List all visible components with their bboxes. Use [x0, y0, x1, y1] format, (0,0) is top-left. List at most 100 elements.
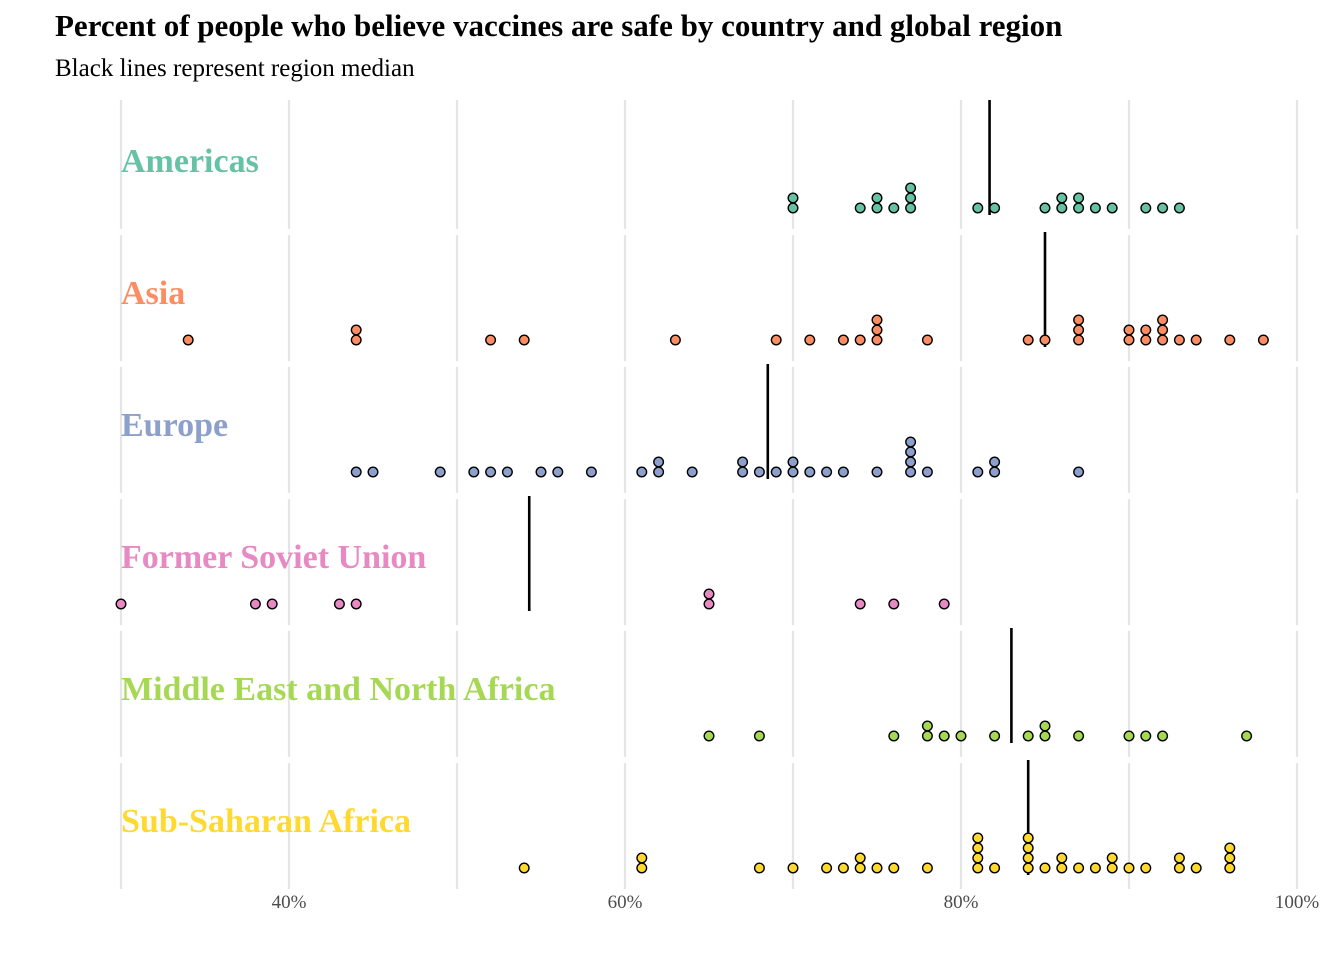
data-point [837, 862, 849, 874]
data-point [1073, 466, 1085, 478]
data-point [1039, 720, 1051, 732]
data-point [753, 730, 765, 742]
data-point [1190, 334, 1202, 346]
data-point [871, 466, 883, 478]
data-point [1106, 852, 1118, 864]
data-point [821, 862, 833, 874]
gridlines [119, 100, 1299, 889]
region-panel: Middle East and North Africa [121, 628, 1253, 743]
data-point [905, 446, 917, 458]
data-point [1157, 202, 1169, 214]
data-point [1022, 730, 1034, 742]
data-point [871, 202, 883, 214]
data-point [1039, 862, 1051, 874]
data-point [1022, 842, 1034, 854]
data-point [972, 842, 984, 854]
data-point [888, 730, 900, 742]
data-point [787, 862, 799, 874]
region-label: Former Soviet Union [121, 539, 426, 576]
region-panel: Asia [121, 232, 1269, 347]
data-point [787, 456, 799, 468]
data-point [485, 466, 497, 478]
data-point [921, 730, 933, 742]
data-point [1140, 334, 1152, 346]
region-panel: Americas [121, 100, 1185, 215]
data-point [552, 466, 564, 478]
data-point [972, 466, 984, 478]
data-point [804, 466, 816, 478]
data-point [1123, 730, 1135, 742]
data-point [1123, 334, 1135, 346]
data-point [854, 202, 866, 214]
data-point [1224, 334, 1236, 346]
data-point [955, 730, 967, 742]
data-point [350, 324, 362, 336]
data-point [1056, 192, 1068, 204]
data-point [837, 334, 849, 346]
data-point [854, 334, 866, 346]
data-point [888, 202, 900, 214]
data-point [821, 466, 833, 478]
data-point [905, 436, 917, 448]
data-point [972, 202, 984, 214]
data-point [115, 598, 127, 610]
data-point [1039, 202, 1051, 214]
data-point [1073, 192, 1085, 204]
x-tick-label: 80% [944, 892, 979, 913]
data-point [753, 862, 765, 874]
data-point [1022, 832, 1034, 844]
data-point [1241, 730, 1253, 742]
data-point [787, 192, 799, 204]
data-point [653, 466, 665, 478]
data-point [1157, 314, 1169, 326]
data-point [989, 730, 1001, 742]
region-panel: Former Soviet Union [115, 496, 950, 611]
data-point [737, 466, 749, 478]
data-point [585, 466, 597, 478]
region-label: Asia [121, 275, 185, 312]
data-point [989, 862, 1001, 874]
data-point [938, 730, 950, 742]
data-point [770, 334, 782, 346]
region-label: Americas [121, 143, 259, 180]
data-point [989, 466, 1001, 478]
data-point [1022, 862, 1034, 874]
data-point [434, 466, 446, 478]
data-point [1073, 334, 1085, 346]
data-point [350, 466, 362, 478]
data-point [1224, 852, 1236, 864]
data-point [888, 862, 900, 874]
data-point [669, 334, 681, 346]
data-point [1257, 334, 1269, 346]
data-point [1022, 334, 1034, 346]
chart-title: Percent of people who believe vaccines a… [55, 8, 1063, 43]
data-point [770, 466, 782, 478]
data-point [1056, 852, 1068, 864]
data-point [921, 466, 933, 478]
x-axis: 40% 60% 80% 100% [272, 892, 1320, 913]
region-panel: Europe [121, 364, 1085, 479]
data-point [837, 466, 849, 478]
data-point [921, 334, 933, 346]
data-point [1157, 730, 1169, 742]
data-point [804, 334, 816, 346]
data-point [753, 466, 765, 478]
data-point [737, 456, 749, 468]
data-point [1173, 862, 1185, 874]
data-point [905, 456, 917, 468]
data-point [1056, 862, 1068, 874]
data-point [989, 202, 1001, 214]
data-point [871, 314, 883, 326]
data-point [972, 862, 984, 874]
region-label: Europe [121, 407, 228, 444]
data-point [333, 598, 345, 610]
data-point [468, 466, 480, 478]
data-point [905, 192, 917, 204]
chart-subtitle: Black lines represent region median [55, 55, 415, 82]
data-point [905, 182, 917, 194]
data-point [1106, 202, 1118, 214]
data-point [1140, 730, 1152, 742]
data-point [989, 456, 1001, 468]
data-point [1089, 202, 1101, 214]
data-point [1140, 202, 1152, 214]
